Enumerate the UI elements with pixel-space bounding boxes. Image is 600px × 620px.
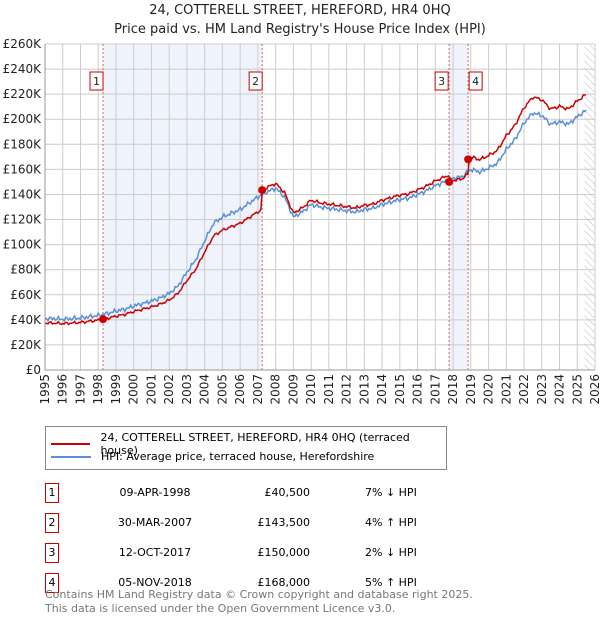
chart-subtitle: Price paid vs. HM Land Registry's House … — [114, 22, 486, 37]
y-tick-label: £0 — [26, 363, 41, 377]
legend-hpi-label: HPI: Average price, terraced house, Here… — [101, 450, 375, 463]
x-tick-label: 2013 — [357, 374, 371, 405]
sale-number: 4 — [45, 573, 59, 593]
footer-copyright: Contains HM Land Registry data © Crown c… — [45, 588, 473, 601]
sale-marker-label: 3 — [438, 75, 445, 88]
y-tick-label: £40K — [10, 313, 42, 327]
x-tick-label: 2017 — [428, 374, 442, 405]
sale-row: 2 30-MAR-2007 £143,500 4% ↑ HPI — [45, 513, 465, 535]
x-tick-label: 2004 — [198, 374, 212, 405]
sale-row: 3 12-OCT-2017 £150,000 2% ↓ HPI — [45, 543, 465, 565]
shaded-period — [103, 44, 263, 370]
x-tick-label: 2022 — [517, 374, 531, 405]
x-tick-label: 1996 — [56, 374, 70, 405]
x-tick-label: 1995 — [38, 374, 52, 405]
x-tick-label: 2010 — [304, 374, 318, 405]
x-tick-label: 1998 — [91, 374, 105, 405]
sale-number: 3 — [45, 543, 59, 563]
sale-hpi-diff: 4% ↑ HPI — [365, 516, 417, 529]
y-tick-label: £160K — [3, 162, 43, 176]
x-tick-label: 2008 — [269, 374, 283, 405]
sale-number: 1 — [45, 483, 59, 503]
x-tick-label: 2016 — [411, 374, 425, 405]
sale-date: 09-APR-1998 — [119, 486, 191, 499]
sale-marker-label: 1 — [93, 75, 100, 88]
x-tick-label: 2001 — [144, 374, 158, 405]
sale-date: 30-MAR-2007 — [117, 516, 193, 529]
y-tick-label: £140K — [3, 187, 43, 201]
x-tick-label: 2007 — [251, 374, 265, 405]
legend-hpi-swatch — [51, 455, 91, 458]
footer: Contains HM Land Registry data © Crown c… — [45, 588, 473, 616]
x-tick-label: 2009 — [286, 374, 300, 405]
x-tick-label: 2020 — [482, 374, 496, 405]
y-tick-label: £200K — [3, 112, 43, 126]
hpi-line — [44, 109, 587, 323]
sale-price: £150,000 — [257, 546, 311, 559]
sale-point — [99, 315, 108, 324]
x-tick-label: 2015 — [393, 374, 407, 405]
legend-price-label: 24, COTTERELL STREET, HEREFORD, HR4 0HQ … — [100, 431, 410, 457]
x-tick-label: 2002 — [162, 374, 176, 405]
y-tick-label: £100K — [3, 238, 43, 252]
x-tick-label: 2000 — [127, 374, 141, 405]
sale-hpi-diff: 2% ↓ HPI — [365, 546, 417, 559]
sale-row: 1 09-APR-1998 £40,500 7% ↓ HPI — [45, 483, 465, 505]
x-tick-label: 1999 — [109, 374, 123, 405]
sale-row: 4 05-NOV-2018 £168,000 5% ↑ HPI — [45, 573, 465, 595]
y-tick-label: £60K — [10, 288, 42, 302]
sale-hpi-diff: 5% ↑ HPI — [365, 576, 417, 589]
y-tick-label: £240K — [3, 62, 43, 76]
sale-point — [464, 155, 473, 164]
sale-number: 2 — [45, 513, 59, 533]
price-line — [44, 94, 587, 326]
x-tick-label: 2003 — [180, 374, 194, 405]
x-tick-label: 2019 — [464, 374, 478, 405]
x-tick-label: 2006 — [233, 374, 247, 405]
sale-date: 12-OCT-2017 — [118, 546, 192, 559]
sale-price: £40,500 — [264, 486, 311, 499]
chart-title: 24, COTTERELL STREET, HEREFORD, HR4 0HQ — [149, 3, 451, 18]
x-tick-label: 2012 — [340, 374, 354, 405]
shaded-period — [449, 44, 469, 370]
y-tick-label: £260K — [3, 37, 43, 51]
footer-licence: This data is licensed under the Open Gov… — [45, 602, 396, 615]
y-tick-label: £20K — [10, 338, 42, 352]
sale-point — [445, 177, 454, 186]
x-tick-label: 2024 — [553, 374, 567, 405]
legend-price-swatch — [51, 443, 91, 445]
x-tick-label: 1997 — [73, 374, 87, 405]
sale-point — [258, 186, 267, 195]
legend: 24, COTTERELL STREET, HEREFORD, HR4 0HQ … — [45, 426, 447, 470]
x-tick-label: 2021 — [499, 374, 513, 405]
y-tick-label: £220K — [3, 87, 43, 101]
y-tick-label: £180K — [3, 137, 43, 151]
sale-price: £168,000 — [257, 576, 311, 589]
sale-marker-box — [468, 71, 483, 91]
sale-marker-box — [434, 71, 449, 91]
sale-marker-label: 4 — [472, 75, 479, 88]
price-chart: £0 £20K £40K £60K £80K £100K £120K £140K £160K £1… — [3, 37, 600, 405]
sale-marker-label: 2 — [252, 75, 259, 88]
sale-marker-box — [89, 71, 104, 91]
y-tick-label: £120K — [3, 213, 43, 227]
sale-marker-box — [248, 71, 263, 91]
sale-price: £143,500 — [257, 516, 311, 529]
x-tick-label: 2018 — [446, 374, 460, 405]
sale-date: 05-NOV-2018 — [118, 576, 192, 589]
y-tick-label: £80K — [10, 263, 42, 277]
x-tick-label: 2023 — [535, 374, 549, 405]
x-tick-label: 2011 — [322, 374, 336, 405]
sale-hpi-diff: 7% ↓ HPI — [365, 486, 417, 499]
x-tick-label: 2014 — [375, 374, 389, 405]
forecast-hatch — [584, 44, 595, 370]
x-tick-label: 2005 — [215, 374, 229, 405]
x-tick-label: 2026 — [588, 374, 600, 405]
x-tick-label: 2025 — [570, 374, 584, 405]
